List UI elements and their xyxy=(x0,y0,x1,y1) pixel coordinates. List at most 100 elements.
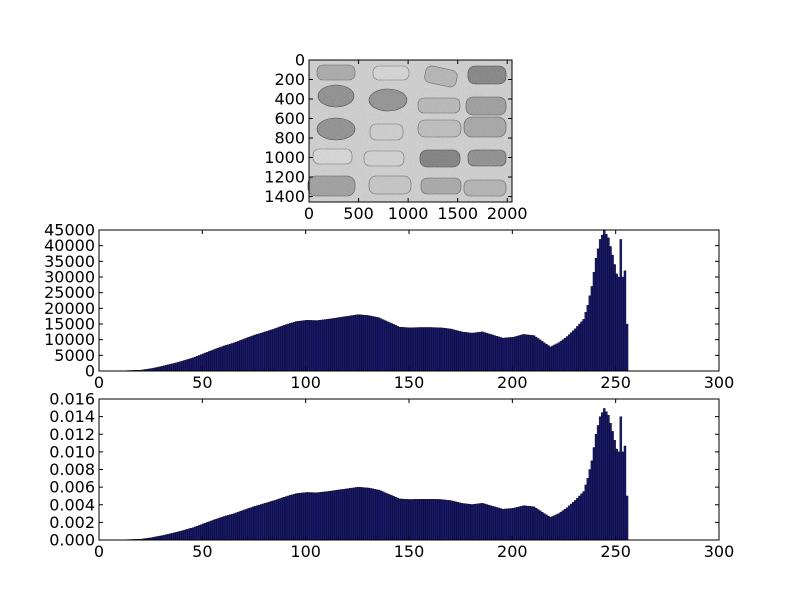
histogram-bar xyxy=(536,509,540,541)
histogram-bar xyxy=(406,327,410,372)
histogram-bar xyxy=(158,366,162,372)
histogram-bar xyxy=(443,499,447,541)
histogram-bar xyxy=(512,508,515,541)
histogram-bar xyxy=(303,492,306,541)
histogram-bar xyxy=(169,364,172,372)
histogram-bar xyxy=(541,341,544,372)
histogram-bar xyxy=(241,339,244,372)
histogram-bar xyxy=(522,334,525,372)
histogram-bar xyxy=(266,502,269,541)
histogram-bar xyxy=(518,335,521,372)
histogram-bar xyxy=(237,511,240,541)
histogram-bar xyxy=(373,489,377,541)
histogram-bar xyxy=(396,326,399,372)
histogram-bar xyxy=(156,536,160,541)
histogram-bar xyxy=(317,320,321,372)
image-frame xyxy=(308,59,513,203)
histogram-bar xyxy=(549,517,552,541)
histogram-bar xyxy=(375,317,379,372)
histogram-bar xyxy=(309,492,313,541)
histogram-bar xyxy=(348,315,352,372)
histogram-bar xyxy=(210,350,213,372)
histogram-bar xyxy=(179,530,182,541)
histogram-bar xyxy=(282,325,286,372)
histogram-bar xyxy=(398,498,401,541)
histogram-bar xyxy=(621,276,625,372)
histogram-bar xyxy=(278,498,282,541)
histogram-bar xyxy=(239,340,242,372)
histogram-bar xyxy=(164,534,168,541)
histogram-bar xyxy=(237,340,240,372)
histogram-bar xyxy=(617,276,620,372)
histogram-bar xyxy=(615,448,618,541)
histogram-bar xyxy=(177,361,180,372)
histogram-bar xyxy=(262,332,265,372)
histogram-bar xyxy=(456,502,459,541)
histogram-bar xyxy=(338,317,341,372)
histogram-bar xyxy=(363,487,366,541)
y-tick-label: 0.004 xyxy=(49,495,95,514)
histogram-bar xyxy=(462,503,465,541)
histogram-bar xyxy=(307,320,310,372)
histogram-bar xyxy=(365,487,368,541)
histogram-bar xyxy=(334,317,337,372)
histogram-bar xyxy=(565,507,569,541)
histogram-bar xyxy=(260,332,263,372)
histogram-bar xyxy=(297,321,300,372)
histogram-bar xyxy=(419,327,422,372)
histogram-bar xyxy=(567,505,571,541)
histogram-bar xyxy=(208,521,211,541)
histogram-bar xyxy=(390,323,393,372)
histogram-bar xyxy=(623,270,627,372)
histogram-bar xyxy=(171,533,174,541)
histogram-bar xyxy=(534,507,538,541)
histogram-bar xyxy=(483,503,486,541)
histogram-bar xyxy=(181,530,184,541)
y-tick-label: 0.002 xyxy=(49,513,95,532)
x-tick-label: 100 xyxy=(290,542,321,561)
histogram-bar xyxy=(522,505,525,541)
histogram-bar xyxy=(553,515,556,541)
histogram-bar xyxy=(415,499,418,541)
histogram-bar xyxy=(452,329,455,372)
histogram-bar xyxy=(264,331,267,372)
histogram-bar xyxy=(423,327,426,372)
histogram-bar xyxy=(605,411,608,541)
histogram-bar xyxy=(169,533,172,541)
histogram-bar xyxy=(412,327,416,372)
histogram-bar xyxy=(319,492,323,541)
histogram-bar xyxy=(570,503,573,541)
histogram-bar xyxy=(526,505,530,541)
histogram-bar xyxy=(563,508,567,541)
histogram-bar xyxy=(586,305,589,372)
histogram-bar xyxy=(189,528,193,541)
histogram-bar xyxy=(303,320,306,372)
histogram-bar xyxy=(270,501,273,541)
histogram-axes: 0 50 100 150 200 250 300 050001000015000200002… xyxy=(44,221,734,393)
histogram-bar xyxy=(342,316,346,372)
histogram-bar xyxy=(454,329,457,372)
histogram-bar xyxy=(563,337,567,372)
histogram-bar xyxy=(282,497,286,541)
histogram-bar xyxy=(570,332,573,372)
histogram-bar xyxy=(611,254,614,372)
histogram-bar xyxy=(514,507,517,541)
histogram-bar xyxy=(474,332,478,372)
histogram-bar xyxy=(313,320,317,372)
histogram-bar xyxy=(584,312,587,372)
histogram-bar xyxy=(493,506,496,541)
histogram-bar xyxy=(175,362,178,372)
histogram-bar xyxy=(456,330,459,372)
histogram-bar xyxy=(167,533,170,541)
histogram-bar xyxy=(462,331,465,372)
histogram-bar xyxy=(530,506,534,541)
histogram-bar xyxy=(431,327,434,372)
histogram-bars xyxy=(100,230,629,372)
histogram-bar xyxy=(547,345,550,372)
histogram-bar xyxy=(195,356,199,372)
histogram-bar xyxy=(466,332,470,372)
histogram-bar xyxy=(532,335,536,372)
histogram-bar xyxy=(495,507,499,541)
histogram-bar xyxy=(293,321,296,372)
histogram-bar xyxy=(503,337,507,372)
